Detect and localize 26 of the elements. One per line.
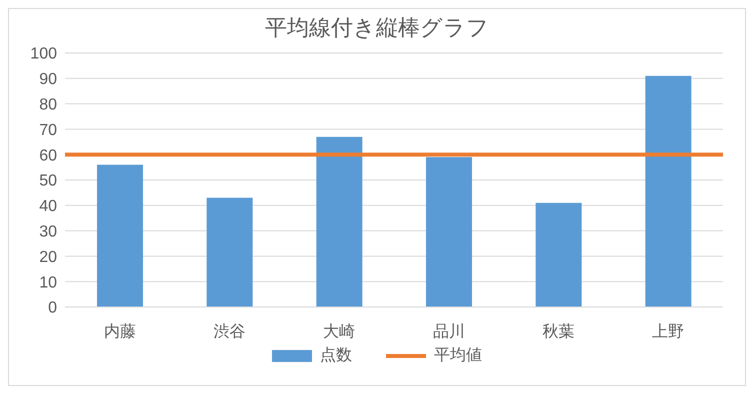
x-tick-label: 上野 <box>652 322 684 340</box>
y-tick-label: 50 <box>39 172 58 190</box>
y-tick-label: 80 <box>39 96 58 114</box>
bar <box>316 136 362 307</box>
bar <box>426 157 472 307</box>
x-tick-label: 内藤 <box>104 322 136 340</box>
bar <box>206 198 253 307</box>
legend-label: 平均値 <box>434 346 482 366</box>
x-tick-label: 大崎 <box>323 322 356 340</box>
y-tick-label: 90 <box>39 71 58 88</box>
bar <box>536 202 582 307</box>
y-tick-label: 70 <box>39 122 58 139</box>
chart-title: 平均線付き縦棒グラフ <box>264 14 490 42</box>
legend-label: 点数 <box>320 346 352 366</box>
y-tick-label: 0 <box>48 300 58 317</box>
y-tick-label: 30 <box>39 223 58 240</box>
y-tick-label: 100 <box>30 46 58 63</box>
y-tick-label: 60 <box>39 147 58 164</box>
y-tick-label: 20 <box>39 248 58 266</box>
x-tick-label: 秋葉 <box>542 322 574 340</box>
x-tick-label: 渋谷 <box>214 322 246 340</box>
x-tick-label: 品川 <box>432 322 465 340</box>
bar <box>645 76 692 307</box>
y-tick-label: 10 <box>39 274 58 292</box>
bar <box>97 164 143 307</box>
y-tick-label: 40 <box>39 198 58 216</box>
